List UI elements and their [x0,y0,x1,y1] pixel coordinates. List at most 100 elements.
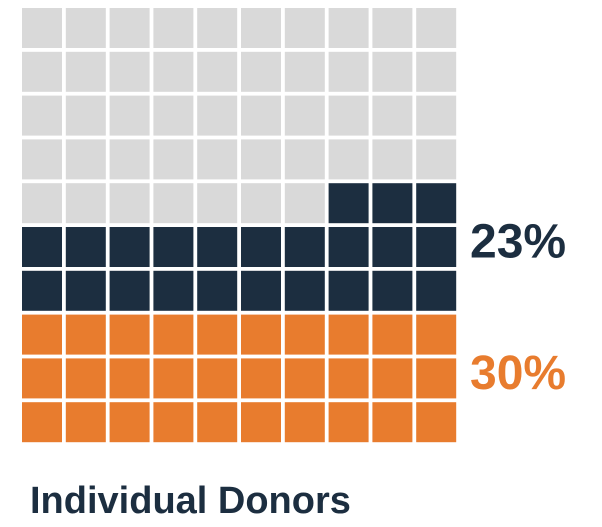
waffle-cell [65,358,106,399]
empty-cell [197,8,238,48]
empty-cell [153,51,194,92]
empty-cell [65,183,106,224]
waffle-cell [22,227,62,267]
waffle-cell [416,183,457,224]
waffle-cell [197,270,238,311]
empty-cell [284,51,325,92]
empty-cell [65,95,106,136]
waffle-cell [197,402,238,443]
empty-cell [241,95,281,136]
waffle-cell [416,314,457,355]
value-label: 23% [470,216,566,269]
empty-cell [109,183,150,224]
waffle-cell [284,402,325,443]
waffle-cell [328,402,369,443]
empty-cell [328,139,369,180]
waffle-cell [241,270,281,311]
waffle-cell [241,402,281,443]
chart-title: Individual Donors [30,480,351,522]
waffle-cell [109,227,150,267]
waffle-cell [416,227,457,267]
empty-cell [153,183,194,224]
waffle-cell [109,402,150,443]
empty-cell [22,139,62,180]
empty-cell [241,139,281,180]
waffle-cell [372,314,413,355]
empty-cell [328,95,369,136]
waffle-cell [197,227,238,267]
waffle-cell [22,314,62,355]
waffle-cell [153,358,194,399]
empty-cell [372,8,413,48]
waffle-cell [109,314,150,355]
waffle-cell [22,270,62,311]
empty-cell [65,8,106,48]
empty-cell [109,51,150,92]
waffle-cell [241,314,281,355]
empty-cell [153,95,194,136]
empty-cell [241,51,281,92]
waffle-cell [65,270,106,311]
waffle-cell [372,358,413,399]
waffle-cell [416,358,457,399]
waffle-cell [328,358,369,399]
waffle-cell [416,270,457,311]
empty-cell [153,139,194,180]
waffle-cell [109,270,150,311]
empty-cell [284,8,325,48]
waffle-cell [153,402,194,443]
waffle-cell [241,227,281,267]
empty-cell [22,95,62,136]
empty-cell [22,8,62,48]
waffle-cell [241,358,281,399]
waffle-cell [328,227,369,267]
waffle-cell [65,227,106,267]
empty-cell [22,183,62,224]
waffle-cell [153,227,194,267]
waffle-cell [328,270,369,311]
waffle-cell [372,270,413,311]
waffle-cell [372,402,413,443]
waffle-cell [109,358,150,399]
waffle-cell [372,183,413,224]
waffle-cell [197,314,238,355]
waffle-cell [197,358,238,399]
empty-cell [372,139,413,180]
empty-cell [328,8,369,48]
empty-cell [416,8,457,48]
waffle-cell [416,402,457,443]
empty-cell [372,95,413,136]
empty-cell [372,51,413,92]
empty-cell [241,8,281,48]
empty-cell [153,8,194,48]
empty-cell [284,183,325,224]
waffle-cell [22,358,62,399]
empty-cell [241,183,281,224]
empty-cell [416,51,457,92]
empty-cell [416,139,457,180]
waffle-cell [372,227,413,267]
empty-cell [328,51,369,92]
empty-cell [65,139,106,180]
waffle-cell [284,227,325,267]
waffle-cell [65,314,106,355]
empty-cell [197,139,238,180]
waffle-cell [65,402,106,443]
empty-cell [197,51,238,92]
empty-cell [109,8,150,48]
empty-cell [109,95,150,136]
waffle-cell [22,402,62,443]
empty-cell [284,95,325,136]
empty-cell [284,139,325,180]
waffle-cell [153,314,194,355]
empty-cell [197,183,238,224]
waffle-cell [284,358,325,399]
empty-cell [109,139,150,180]
empty-cell [416,95,457,136]
waffle-cell [284,314,325,355]
empty-cell [22,51,62,92]
waffle-cell [328,183,369,224]
value-label: 30% [470,347,566,400]
waffle-cell [153,270,194,311]
